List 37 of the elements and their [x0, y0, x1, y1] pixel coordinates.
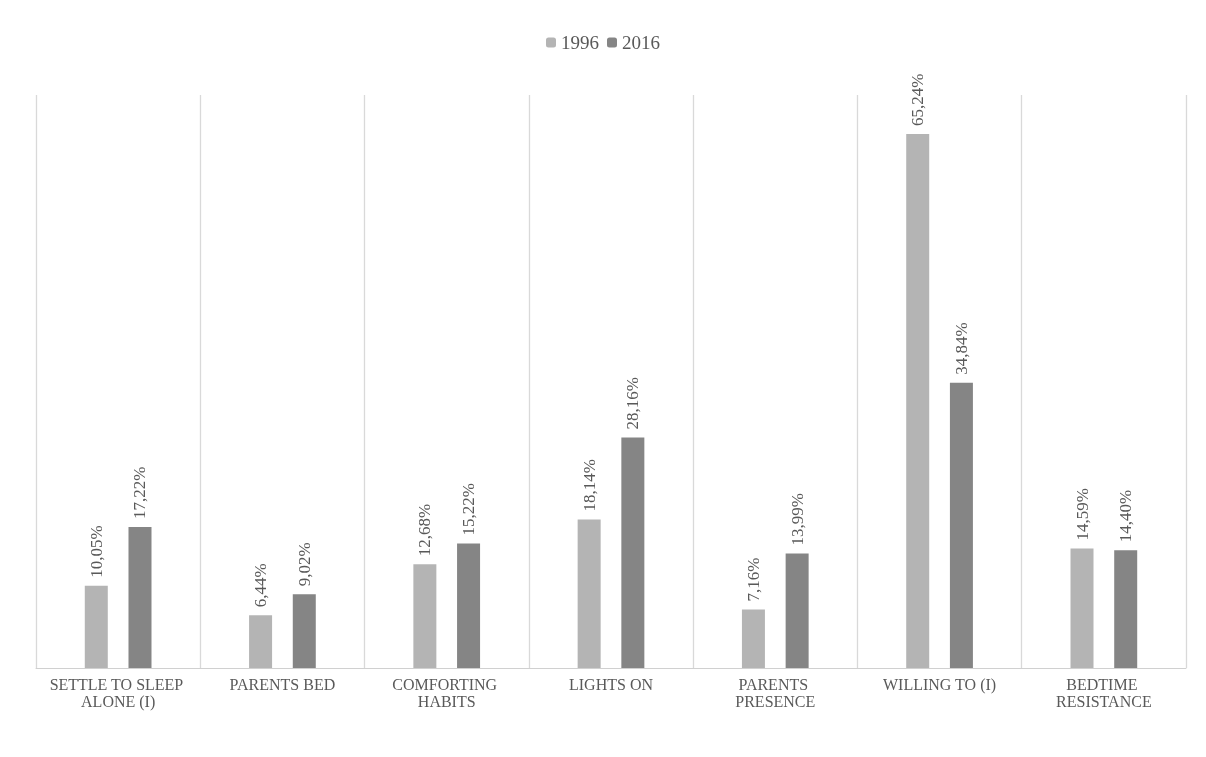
bar	[413, 564, 437, 668]
data-label: 18,14%	[579, 459, 599, 512]
data-label: 9,02%	[294, 542, 314, 587]
bar	[785, 553, 809, 668]
x-tick-label: PARENTS BED	[229, 676, 336, 693]
bar	[949, 382, 973, 668]
data-label: 6,44%	[251, 563, 271, 608]
bar	[292, 594, 316, 668]
legend-label: 1996	[561, 32, 599, 53]
bar	[906, 133, 930, 668]
bar	[577, 519, 601, 668]
data-label: 14,59%	[1072, 488, 1092, 541]
data-label: 12,68%	[415, 503, 435, 557]
x-tick-label: LIGHTS ON	[569, 676, 654, 693]
data-label: 14,40%	[1116, 489, 1136, 543]
x-tick-label: WILLING TO (I)	[882, 676, 997, 694]
x-tick-label: PARENTS PRESENCE	[735, 676, 816, 710]
bar	[84, 585, 108, 668]
bar	[457, 543, 481, 668]
data-label: 13,99%	[787, 493, 807, 546]
x-tick-label: BEDTIME RESISTANCE	[1056, 676, 1152, 710]
bar	[249, 615, 273, 668]
bar	[621, 437, 645, 668]
x-tick-label: SETTLE TO SLEEP ALONE (I)	[49, 676, 187, 711]
legend-label: 2016	[622, 32, 660, 53]
x-tick-label: COMFORTING HABITS	[392, 676, 502, 710]
data-label: 34,84%	[951, 322, 971, 375]
bar	[128, 527, 152, 668]
bar	[1114, 550, 1138, 668]
data-label: 28,16%	[623, 377, 643, 430]
data-label: 7,16%	[743, 557, 763, 602]
bar	[741, 609, 765, 668]
data-label: 65,24%	[908, 73, 928, 126]
data-label: 17,22%	[130, 466, 150, 520]
data-label: 10,05%	[86, 525, 106, 578]
bar	[1070, 548, 1094, 668]
data-label: 15,22%	[459, 482, 479, 536]
